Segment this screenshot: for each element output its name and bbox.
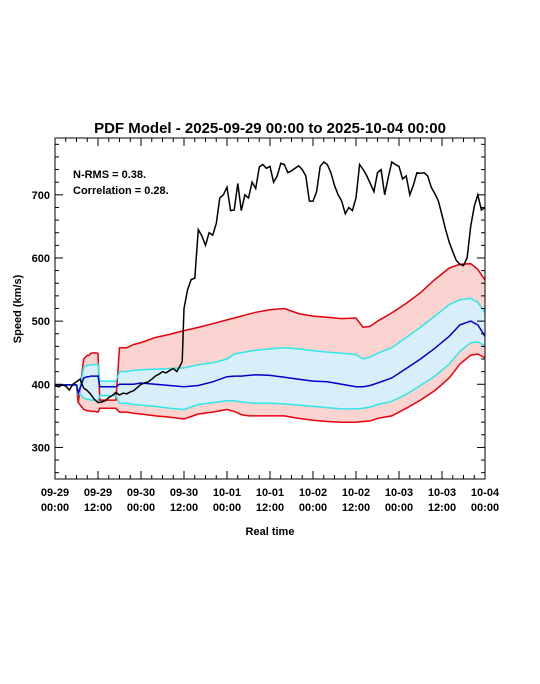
median-forecast-line <box>55 320 485 396</box>
y-tick-label: 500 <box>32 316 50 328</box>
x-tick-label-date: 09-29 <box>41 487 69 499</box>
x-tick-label-time: 00:00 <box>471 502 499 514</box>
x-tick-label-time: 12:00 <box>84 502 112 514</box>
x-tick-label-date: 10-02 <box>299 487 327 499</box>
x-tick-label-date: 10-03 <box>385 487 413 499</box>
x-tick-label-time: 12:00 <box>342 502 370 514</box>
y-tick-labels: 300 400 500 600 700 <box>32 190 50 455</box>
x-tick-label-date: 10-01 <box>256 487 284 499</box>
axis-ticks <box>54 138 486 479</box>
x-tick-label-date: 10-04 <box>471 487 500 499</box>
x-tick-label-date: 10-02 <box>342 487 370 499</box>
inner-lower-bound-line <box>55 341 485 411</box>
nrms-annotation: N-RMS = 0.38. <box>73 169 146 181</box>
correlation-annotation: Correlation = 0.28. <box>73 185 169 197</box>
x-tick-label-date: 09-30 <box>127 487 155 499</box>
x-tick-label-date: 10-01 <box>213 487 241 499</box>
outer-upper-bound-line <box>55 262 485 403</box>
outer-lower-bound-line <box>55 353 485 423</box>
inner-confidence-band <box>55 298 485 410</box>
observed-speed-line <box>55 160 485 404</box>
y-tick-label: 700 <box>32 190 50 202</box>
x-tick-label-time: 00:00 <box>213 502 241 514</box>
x-tick-labels: 09-29 00:00 09-29 12:00 09-30 00:00 09-30 12:00… <box>41 487 500 514</box>
chart-title: PDF Model - 2025-09-29 00:00 to 2025-10-… <box>94 120 446 137</box>
x-tick-label-time: 00:00 <box>385 502 413 514</box>
plot-area <box>55 160 485 423</box>
x-tick-label-time: 12:00 <box>428 502 456 514</box>
x-tick-label-time: 00:00 <box>299 502 327 514</box>
x-tick-label-time: 00:00 <box>127 502 155 514</box>
y-tick-label: 600 <box>32 253 50 265</box>
x-tick-label-time: 12:00 <box>256 502 284 514</box>
x-tick-label-time: 12:00 <box>170 502 198 514</box>
x-tick-label-date: 09-30 <box>170 487 198 499</box>
x-axis-label: Real time <box>246 526 295 538</box>
inner-upper-bound-line <box>55 297 485 396</box>
y-tick-label: 300 <box>32 442 50 454</box>
y-tick-label: 400 <box>32 379 50 391</box>
x-tick-label-date: 09-29 <box>84 487 112 499</box>
x-tick-label-time: 00:00 <box>41 502 69 514</box>
y-axis-label: Speed (km/s) <box>12 274 24 343</box>
x-tick-label-date: 10-03 <box>428 487 456 499</box>
